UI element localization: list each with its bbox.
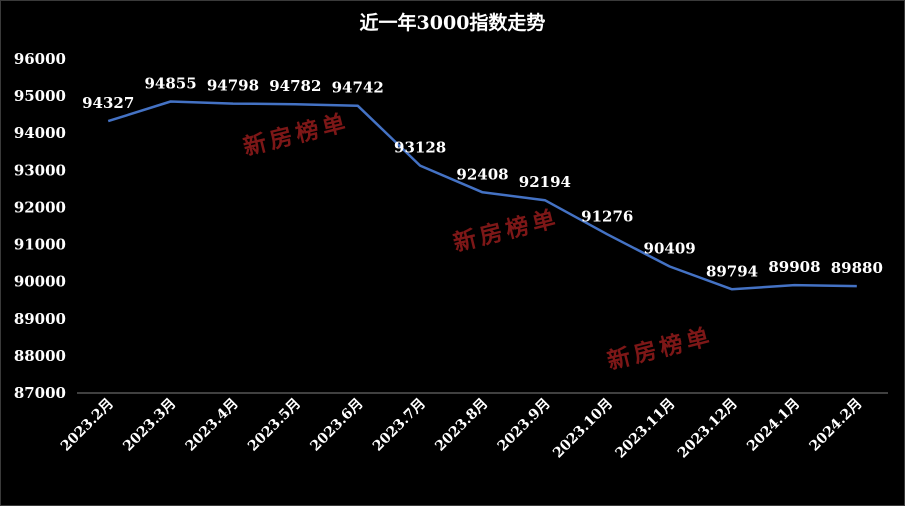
x-tick-label: 2024.2月 bbox=[807, 396, 866, 455]
watermark: 新房榜单 bbox=[241, 109, 352, 161]
x-tick-label: 2023.10月 bbox=[550, 396, 616, 462]
y-tick-label: 88000 bbox=[14, 347, 66, 365]
x-tick-label: 2024.1月 bbox=[744, 396, 803, 455]
data-label: 94782 bbox=[269, 77, 321, 95]
x-tick-label: 2023.6月 bbox=[307, 396, 366, 455]
data-label: 94327 bbox=[82, 94, 134, 112]
x-tick-label: 2023.4月 bbox=[183, 396, 242, 455]
x-tick-label: 2023.12月 bbox=[675, 396, 741, 462]
data-label: 94798 bbox=[207, 77, 259, 95]
watermark: 新房榜单 bbox=[605, 323, 716, 375]
data-label: 93128 bbox=[394, 139, 446, 157]
data-label: 94855 bbox=[144, 74, 196, 92]
x-axis-tick-labels: 2023.2月 2023.3月 2023.4月 2023.5月 2023.6月 2023.… bbox=[58, 396, 866, 462]
data-label: 92408 bbox=[456, 165, 508, 183]
series-line bbox=[107, 100, 857, 291]
x-tick-label: 2023.3月 bbox=[120, 396, 179, 455]
data-label: 92194 bbox=[519, 173, 571, 191]
data-label: 89794 bbox=[706, 262, 758, 280]
y-tick-label: 93000 bbox=[14, 161, 66, 179]
data-label: 90409 bbox=[644, 239, 696, 257]
y-tick-label: 95000 bbox=[14, 87, 66, 105]
x-tick-label: 2023.5月 bbox=[245, 396, 304, 455]
y-tick-label: 92000 bbox=[14, 198, 66, 216]
data-label: 94742 bbox=[332, 79, 384, 97]
y-tick-label: 87000 bbox=[14, 384, 66, 402]
y-tick-label: 90000 bbox=[14, 273, 66, 291]
data-label: 91276 bbox=[581, 207, 633, 225]
data-labels: 94327 94855 94798 94782 94742 93128 92408 92194… bbox=[82, 74, 883, 280]
watermark: 新房榜单 bbox=[451, 205, 562, 257]
x-tick-label: 2023.7月 bbox=[370, 396, 429, 455]
data-label: 89908 bbox=[768, 258, 820, 276]
chart-title: 近一年3000指数走势 bbox=[359, 12, 546, 34]
x-tick-label: 2023.8月 bbox=[432, 396, 491, 455]
y-tick-label: 89000 bbox=[14, 310, 66, 328]
y-tick-label: 96000 bbox=[14, 50, 66, 68]
y-axis-tick-labels: 96000 95000 94000 93000 92000 91000 90000 89000… bbox=[14, 50, 66, 402]
data-label: 89880 bbox=[831, 259, 883, 277]
y-tick-label: 94000 bbox=[14, 124, 66, 142]
x-tick-label: 2023.2月 bbox=[58, 396, 117, 455]
x-tick-label: 2023.11月 bbox=[612, 396, 678, 462]
y-tick-label: 91000 bbox=[14, 236, 66, 254]
x-tick-label: 2023.9月 bbox=[495, 396, 554, 455]
